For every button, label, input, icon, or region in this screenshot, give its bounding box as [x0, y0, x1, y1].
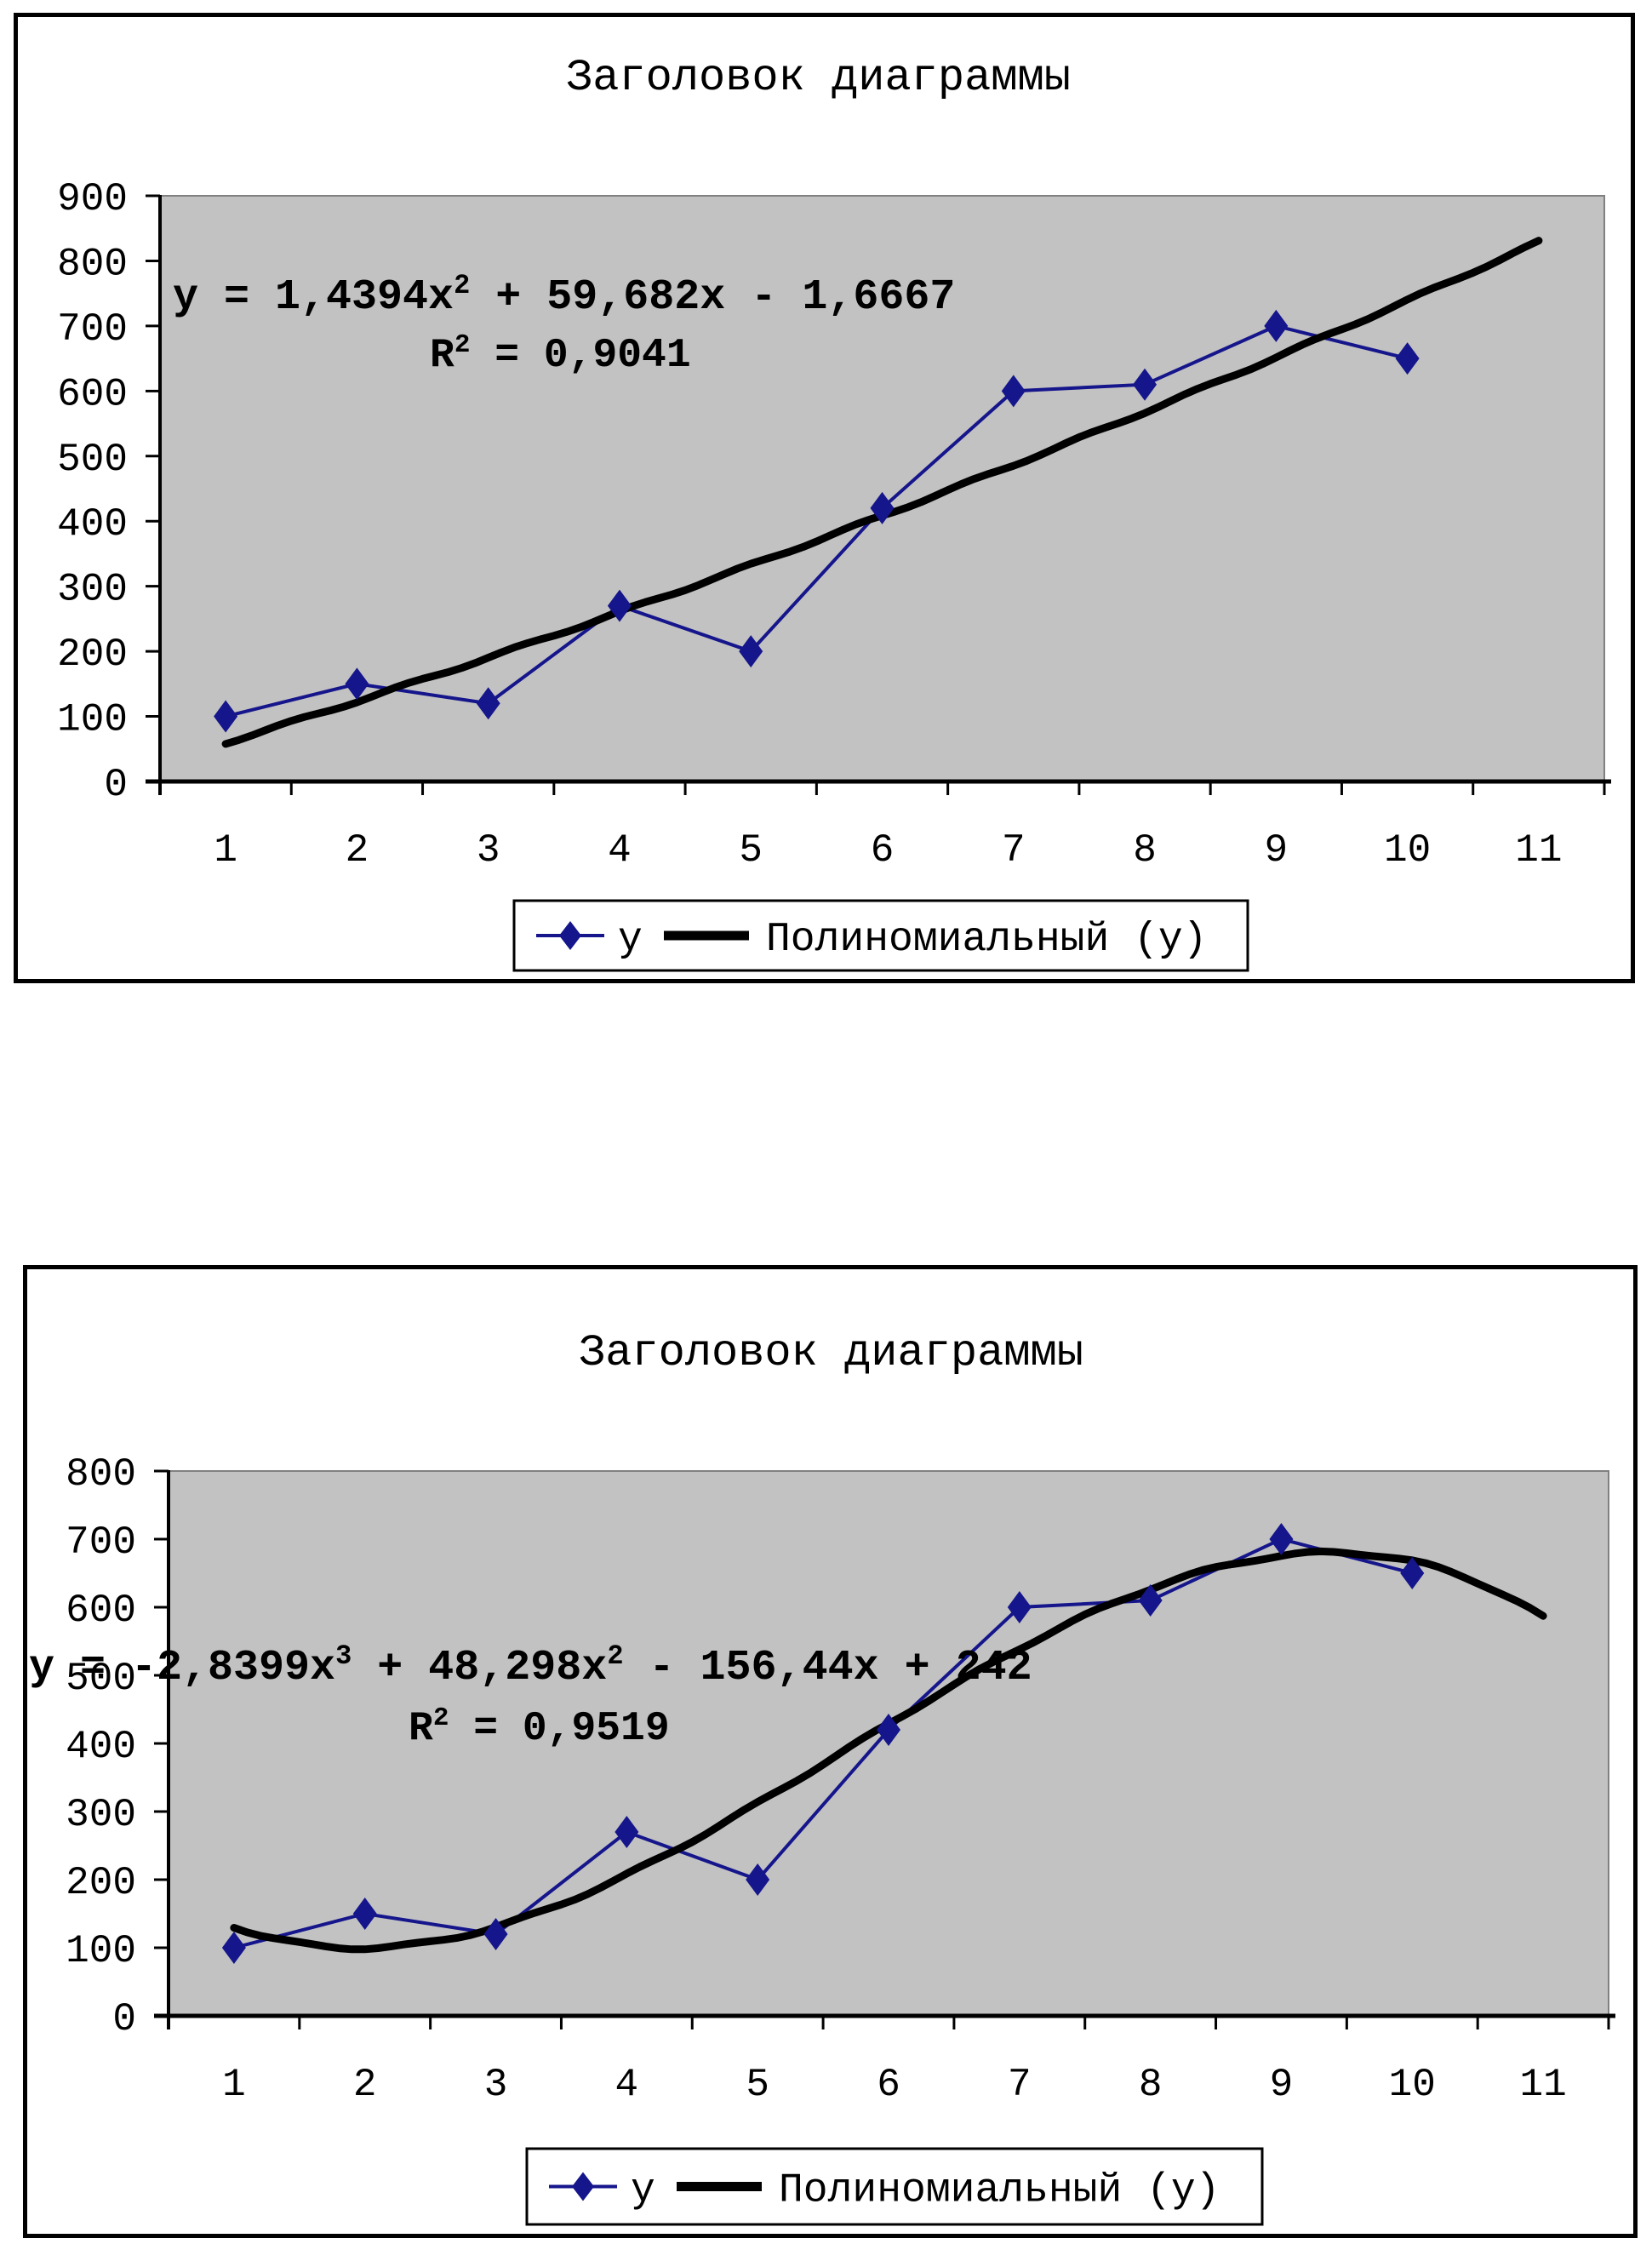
- y-axis-label: 300: [66, 1793, 136, 1837]
- x-axis-label: 8: [1133, 828, 1157, 873]
- y-axis-label: 600: [66, 1589, 136, 1633]
- x-axis-label: 6: [871, 828, 895, 873]
- legend-series-label: y: [618, 917, 643, 963]
- series-y-marker: [1395, 342, 1420, 375]
- bottom-chart: Заголовок диаграммы 0 100 200 300 400 500 600 70…: [23, 1265, 1638, 2238]
- x-axis-label: 9: [1270, 2063, 1294, 2107]
- y-axis-label: 100: [66, 1929, 136, 1973]
- x-axis-label: 7: [1002, 828, 1026, 873]
- chart-title: Заголовок диаграммы: [566, 53, 1071, 103]
- x-axis-label: 3: [484, 2063, 508, 2107]
- x-axis-label: 10: [1389, 2063, 1436, 2107]
- y-axis-label: 300: [57, 568, 128, 612]
- y-axis-label: 900: [57, 177, 128, 221]
- series-y-marker: [1400, 1557, 1425, 1589]
- x-axis-label: 7: [1008, 2063, 1032, 2107]
- r-squared-label: R2​ = 0,9041: [430, 330, 691, 379]
- x-axis-label: 1: [222, 2063, 246, 2107]
- y-axis-label: 500: [57, 438, 128, 482]
- y-axis-label: 800: [66, 1452, 136, 1497]
- x-axis-label: 3: [477, 828, 500, 873]
- y-axis-label: 800: [57, 242, 128, 286]
- x-axis-label: 5: [746, 2063, 769, 2107]
- x-axis-label: 2: [346, 828, 369, 873]
- series-y-marker: [1264, 309, 1289, 342]
- x-axis-label: 5: [739, 828, 763, 873]
- x-axis-label: 10: [1384, 828, 1431, 873]
- x-axis-label: 4: [608, 828, 632, 873]
- y-axis-label: 500: [66, 1657, 136, 1701]
- series-y-line: [225, 323, 1409, 718]
- legend-trendline-label: Полиномиальный (y): [779, 2168, 1220, 2214]
- series-y-marker: [739, 635, 763, 668]
- legend-box: [512, 899, 1249, 972]
- y-axis-label: 700: [66, 1520, 136, 1565]
- x-axis-label: 1: [214, 828, 237, 873]
- series-y-marker: [870, 491, 895, 524]
- y-axis-label: 100: [57, 698, 128, 742]
- y-axis-label: 400: [57, 502, 128, 547]
- legend-box: [525, 2147, 1264, 2226]
- series-y-marker: [877, 1714, 900, 1746]
- y-axis-label: 200: [66, 1861, 136, 1905]
- x-axis-label: 6: [877, 2063, 900, 2107]
- series-y-marker: [1138, 1584, 1163, 1617]
- bottom-chart-canvas: Заголовок диаграммы 0 100 200 300 400 500 600 70…: [29, 1328, 1615, 2226]
- x-axis-label: 8: [1139, 2063, 1163, 2107]
- y-axis-label: 600: [57, 372, 128, 416]
- legend-series-marker-swatch: [572, 2172, 594, 2201]
- y-axis-label: 0: [104, 763, 128, 807]
- series-y-marker: [607, 589, 632, 622]
- y-axis-label: 0: [112, 1997, 136, 2041]
- series-y-marker: [483, 1918, 508, 1950]
- trendline-equation-label: y = -2,8399x3​ + 48,298x2​ - 156,44x + 2…: [29, 1640, 1032, 1692]
- y-axis-label: 200: [57, 633, 128, 677]
- chart-title: Заголовок диаграммы: [579, 1328, 1083, 1378]
- series-y-marker: [746, 1863, 770, 1896]
- series-y-marker: [1269, 1523, 1294, 1555]
- series-y-marker: [221, 1932, 246, 1964]
- x-axis-label: 9: [1265, 828, 1289, 873]
- legend-series-label: y: [631, 2168, 655, 2214]
- series-y-marker: [1001, 375, 1026, 408]
- x-axis-label: 4: [615, 2063, 639, 2107]
- trendline-equation-label: y = 1,4394x2​ + 59,682x - 1,6667: [173, 270, 955, 322]
- x-axis-label: 2: [353, 2063, 377, 2107]
- series-y-marker: [352, 1898, 377, 1930]
- series-y-marker: [1007, 1591, 1032, 1623]
- y-axis-label: 700: [57, 307, 128, 352]
- series-y-marker: [614, 1816, 639, 1848]
- x-axis-label: 11: [1519, 2063, 1566, 2107]
- x-axis-label: 11: [1515, 828, 1562, 873]
- r-squared-label: R2​ = 0,9519: [409, 1703, 670, 1752]
- y-axis-label: 400: [66, 1725, 136, 1769]
- legend-trendline-label: Полиномиальный (y): [766, 917, 1207, 963]
- series-y-marker: [476, 687, 500, 720]
- top-chart-canvas: Заголовок диаграммы 0 100 200 300 400 500 600 70…: [57, 53, 1611, 972]
- series-y-marker: [345, 667, 369, 701]
- legend-series-marker-swatch: [559, 921, 581, 950]
- series-y-marker: [1133, 368, 1158, 401]
- top-chart: Заголовок диаграммы 0 100 200 300 400 500 600 70…: [14, 13, 1635, 983]
